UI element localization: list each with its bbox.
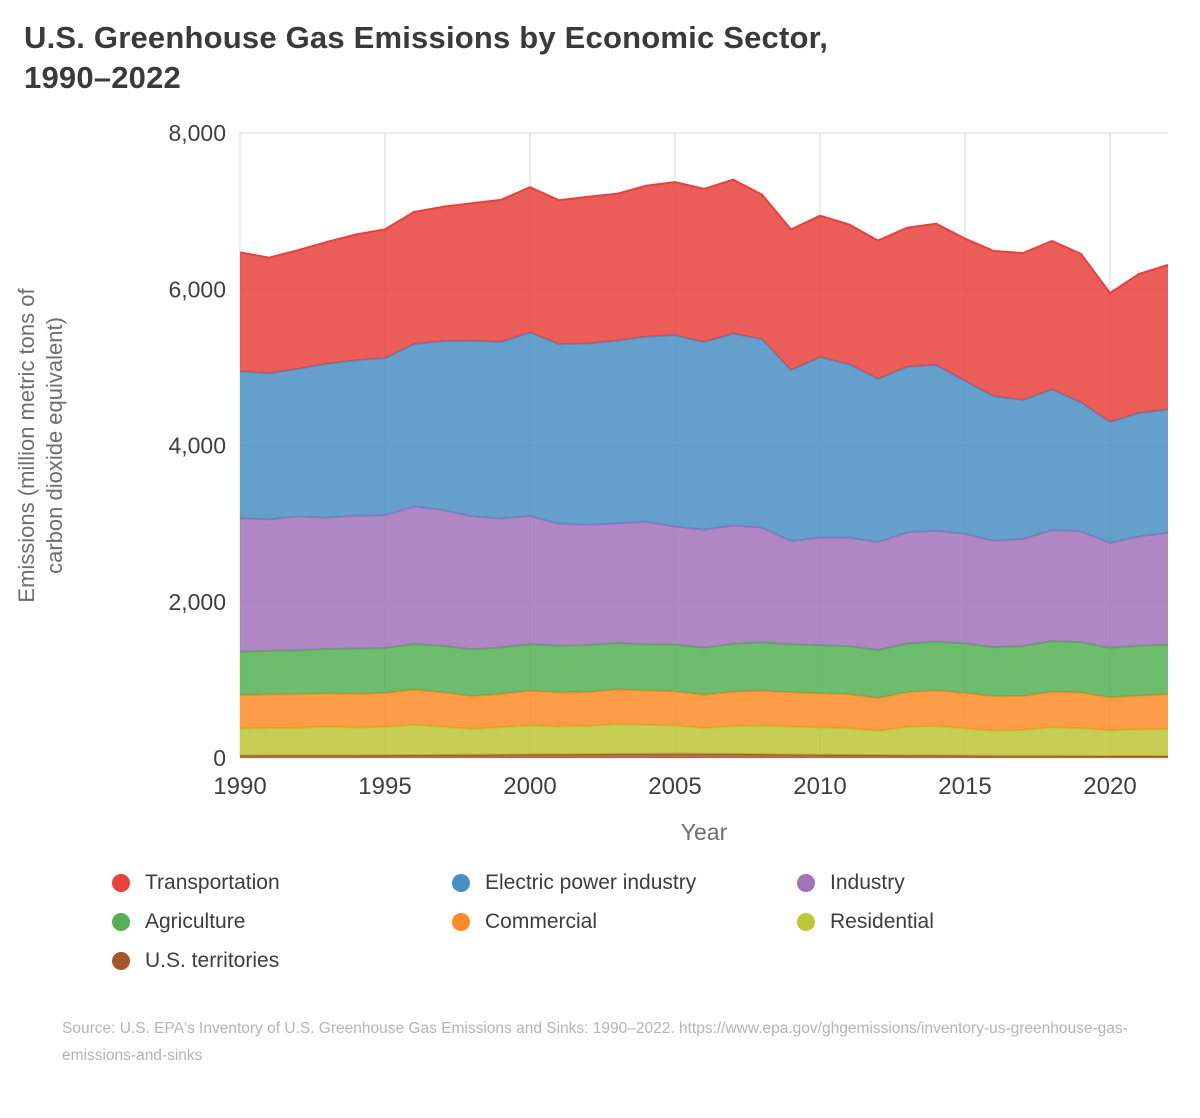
area-transportation [240,180,1168,423]
area-industry [240,506,1168,653]
legend-label: Commercial [485,910,598,934]
stacked-area-chart: 0 2,000 4,000 6,000 8,000 1990 1995 2000 2005 201… [0,103,1200,843]
x-tick-label: 2015 [938,773,991,800]
area-outline-transportation [239,179,1169,295]
area-u-s-territories [240,753,1168,759]
legend-label: U.S. territories [145,949,280,973]
y-tick-label: 6,000 [168,277,226,303]
legend-item-transportation: Transportation [112,871,452,895]
legend-swatch-icon [452,874,470,893]
y-tick-label: 4,000 [168,433,226,459]
x-tick-label: 1995 [358,773,411,800]
x-tick-label: 2010 [793,773,846,800]
chart-title: U.S. Greenhouse Gas Emissions by Economi… [24,20,829,95]
x-tick-label: 1990 [213,773,266,800]
legend-item-residential: Residential [797,910,1200,934]
x-axis-title: Year [681,819,728,843]
legend-item-electric-power-industry: Electric power industry [452,871,797,895]
legend-label: Agriculture [145,910,246,934]
y-tick-label: 8,000 [168,120,226,146]
legend-item-commercial: Commercial [452,910,797,934]
area-agriculture [240,641,1168,699]
legend-swatch-icon [112,952,130,971]
source-text: Source: U.S. EPA's Inventory of U.S. Gre… [62,1020,1128,1065]
legend-label: Industry [830,871,905,895]
legend-item-industry: Industry [797,871,1200,895]
chart-page: U.S. Greenhouse Gas Emissions by Economi… [0,18,1200,1118]
y-tick-label: 0 [213,745,226,771]
legend-swatch-icon [112,874,130,893]
area-commercial [240,689,1168,732]
area-electric-power-industry [240,332,1168,544]
chart-svg: 0 2,000 4,000 6,000 8,000 1990 1995 2000 2005 201… [14,120,1169,843]
x-tick-label: 2020 [1083,773,1136,800]
x-tick-label: 2000 [503,773,556,800]
legend-swatch-icon [112,913,130,932]
legend-label: Transportation [145,871,280,895]
y-axis-title-line1: Emissions (million metric tons of [14,288,39,603]
y-tick-label: 2,000 [168,589,226,615]
area-residential [240,724,1168,757]
chart-legend: Transportation Electric power industry Ind… [112,871,1200,973]
legend-label: Electric power industry [485,871,697,895]
legend-item-u-s-territories: U.S. territories [112,949,452,973]
legend-swatch-icon [797,913,815,932]
y-axis-title-line2: carbon dioxide equivalent) [42,317,67,574]
legend-item-agriculture: Agriculture [112,910,452,934]
legend-swatch-icon [452,913,470,932]
x-tick-label: 2005 [648,773,701,800]
legend-label: Residential [830,910,934,934]
legend-swatch-icon [797,874,815,893]
